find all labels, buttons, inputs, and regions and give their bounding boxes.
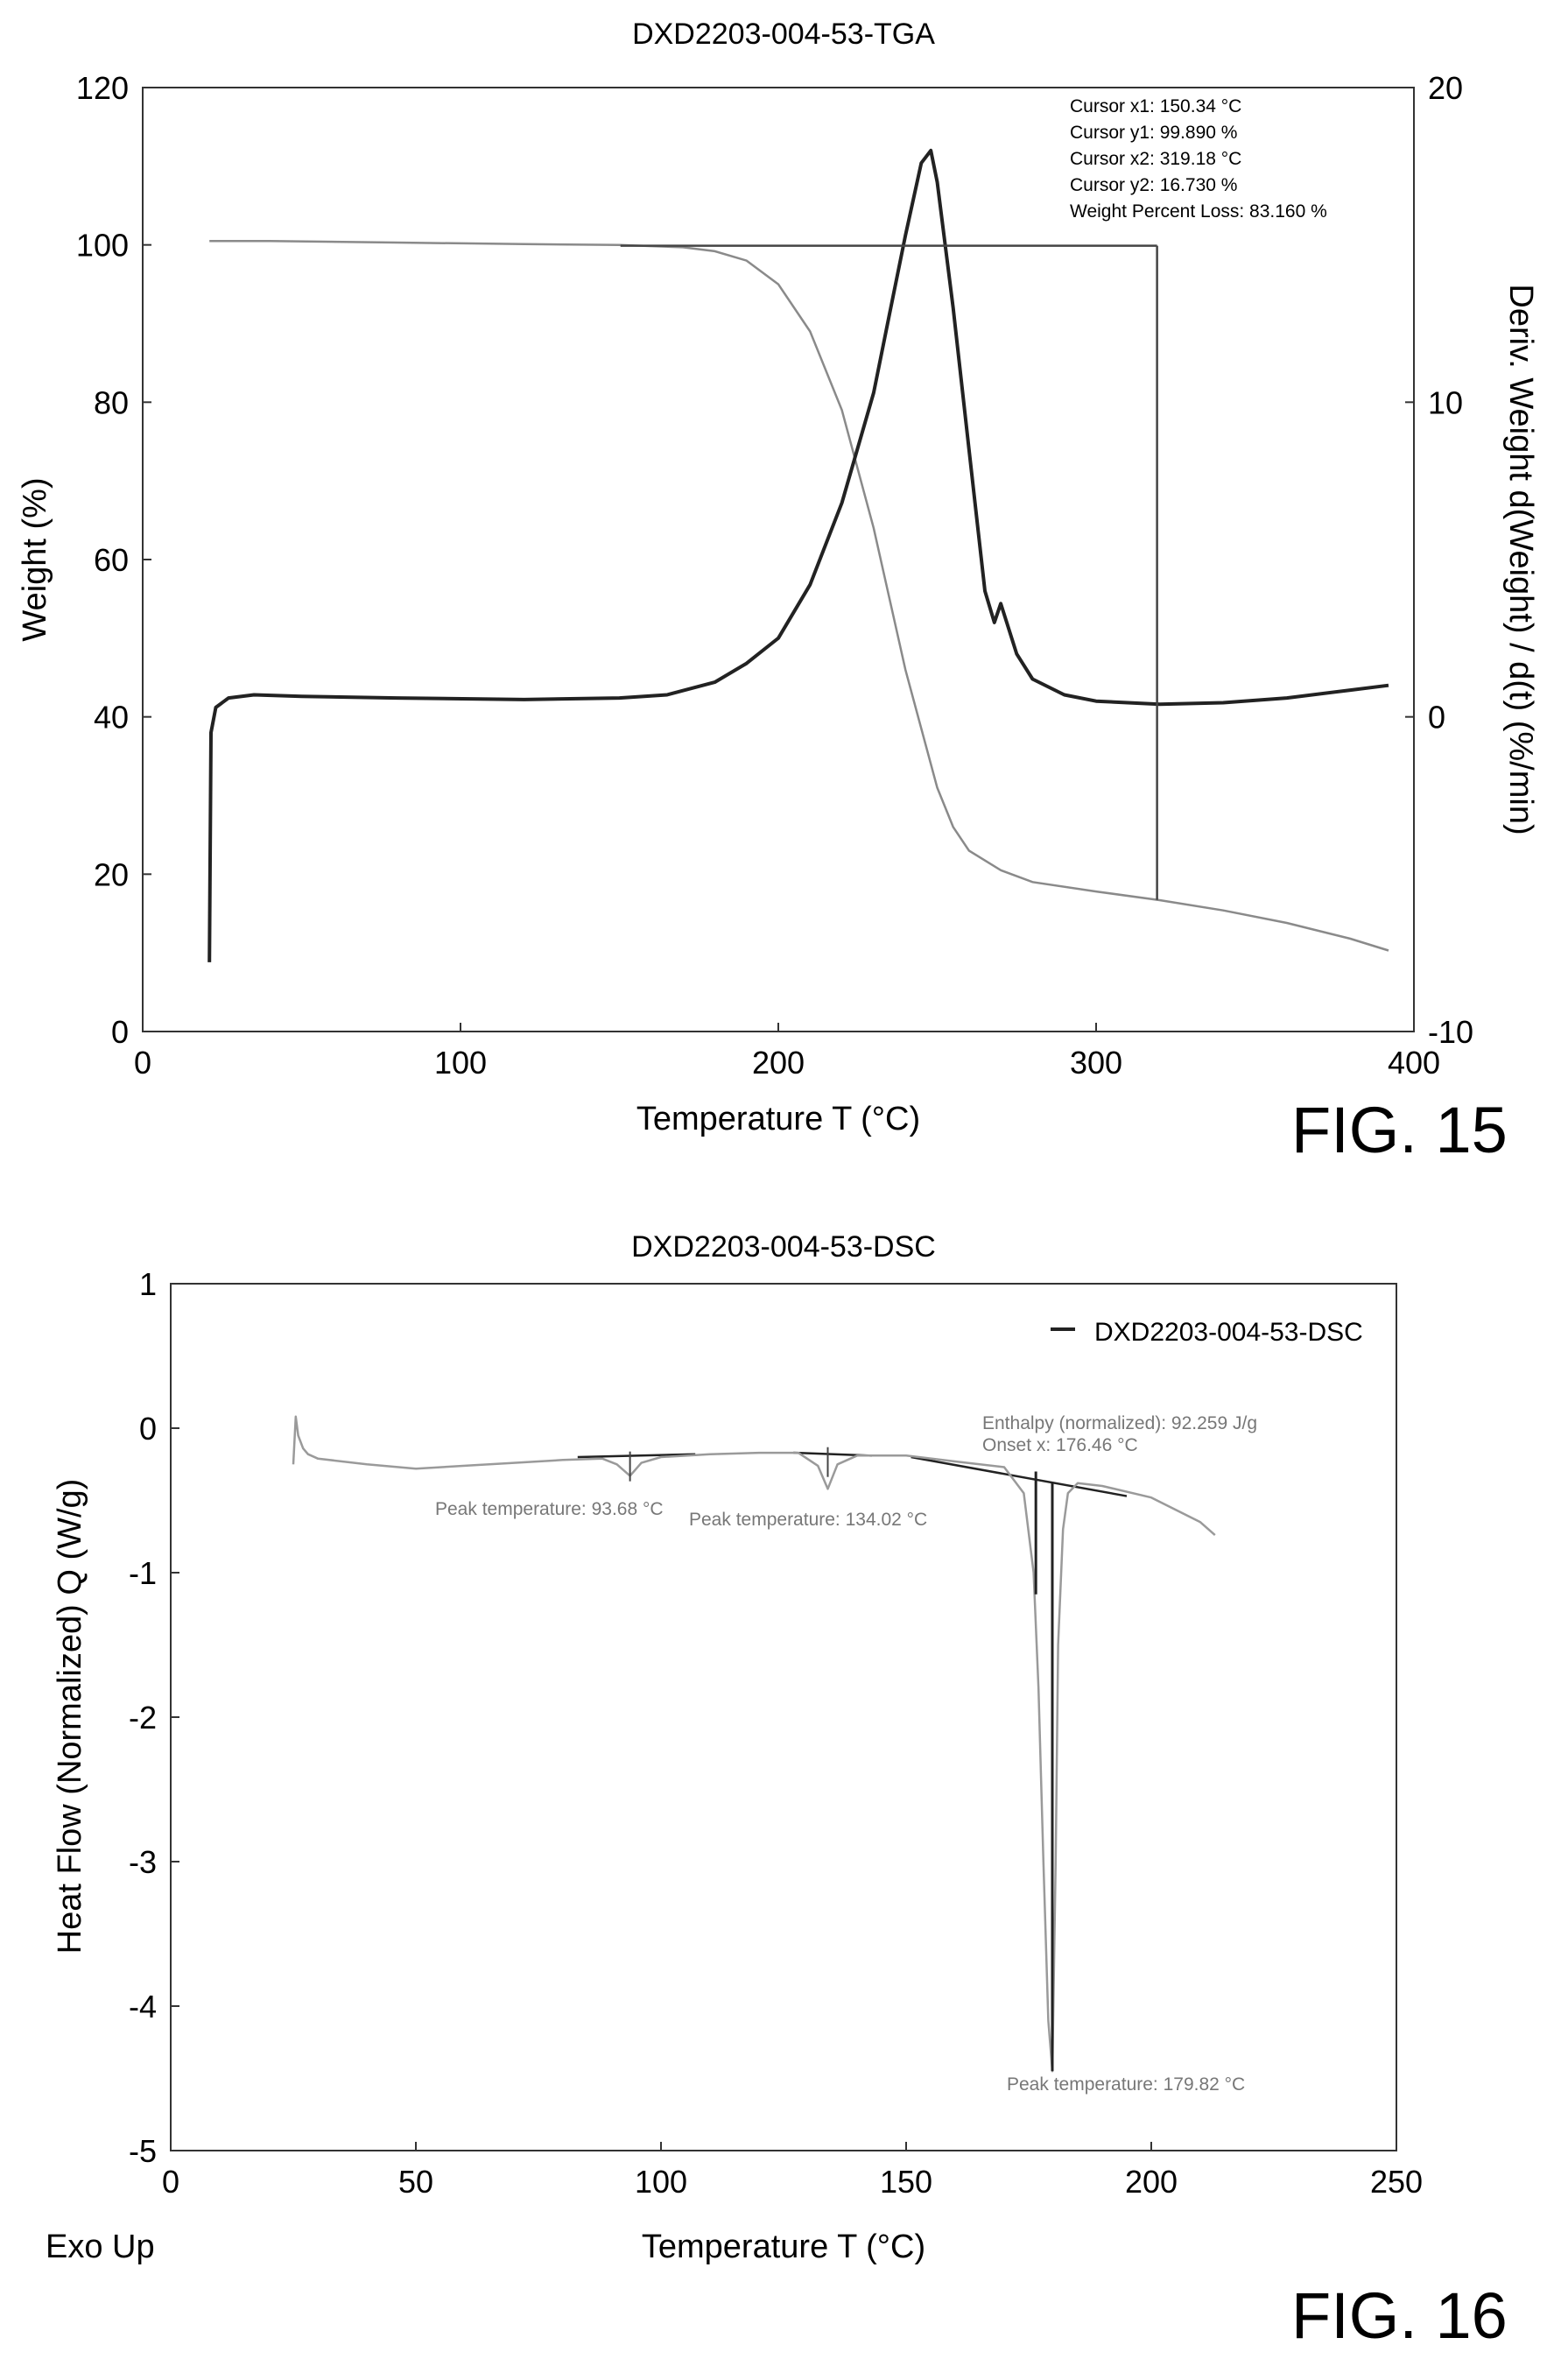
dsc-x-tick-label: 50	[398, 2164, 433, 2200]
dsc-y-tick-label: -2	[129, 1700, 157, 1736]
dsc-x-tick-label: 200	[1125, 2164, 1178, 2200]
dsc-y-tick-label: -4	[129, 1989, 157, 2024]
tga-weight-curve	[209, 239, 1389, 952]
dsc-integration-baselines	[577, 1451, 1128, 1497]
dsc-y-tick-label: 0	[139, 1411, 157, 1447]
tga-y-tick-label: 20	[94, 856, 129, 892]
dsc-annotation-onset: Onset x: 176.46 °C	[982, 1435, 1138, 1455]
tga-annotation-cursor-x1: Cursor x1: 150.34 °C	[1070, 96, 1241, 116]
tga-annotation-cursor-y2: Cursor y2: 16.730 %	[1070, 175, 1237, 195]
dsc-annotation-enthalpy: Enthalpy (normalized): 92.259 J/g	[982, 1413, 1257, 1433]
dsc-annotations: Peak temperature: 93.68 °C Peak temperat…	[435, 1413, 1257, 2095]
dsc-y-tick-label: 1	[139, 1266, 157, 1302]
dsc-peak-marks	[629, 1447, 1054, 2072]
dsc-exo-up-label: Exo Up	[46, 2229, 155, 2265]
tga-y-axis-label: Weight (%)	[17, 477, 53, 641]
tga-x-tick-label: 0	[134, 1045, 151, 1081]
dsc-annotation-peak-134: Peak temperature: 134.02 °C	[689, 1510, 927, 1530]
tga-cursor-readout: Cursor x1: 150.34 °C Cursor y1: 99.890 %…	[1070, 96, 1327, 222]
dsc-x-tick-label: 150	[880, 2164, 932, 2200]
tga-x-ticks: 0 100 200 300 400	[134, 1023, 1440, 1081]
dsc-x-ticks: 0 50 100 150 200 250	[162, 2142, 1423, 2200]
dsc-y-tick-label: -1	[129, 1555, 157, 1591]
tga-y2-tick-label: 10	[1428, 384, 1463, 420]
dsc-y-tick-label: -3	[129, 1844, 157, 1880]
tga-y2-tick-label: 0	[1428, 700, 1445, 736]
tga-plot-frame	[142, 87, 1415, 1032]
tga-y-tick-label: 120	[76, 70, 129, 106]
dsc-baseline	[911, 1455, 1128, 1497]
dsc-x-tick-label: 100	[635, 2164, 687, 2200]
dsc-x-tick-label: 0	[162, 2164, 179, 2200]
figure-label-15: FIG. 15	[1291, 1094, 1508, 1166]
tga-x-tick-label: 300	[1070, 1045, 1122, 1081]
dsc-title: DXD2203-004-53-DSC	[631, 1230, 936, 1264]
dsc-legend-label: DXD2203-004-53-DSC	[1094, 1318, 1363, 1347]
dsc-annotation-peak-93: Peak temperature: 93.68 °C	[435, 1499, 664, 1519]
tga-annotation-cursor-x2: Cursor x2: 319.18 °C	[1070, 149, 1241, 169]
dsc-series-group	[292, 1415, 1216, 2073]
tga-y-tick-label: 60	[94, 542, 129, 578]
tga-x-tick-label: 100	[434, 1045, 487, 1081]
dsc-y-ticks: 1 0 -1 -2 -3 -4 -5	[129, 1266, 179, 2169]
tga-x-tick-label: 200	[752, 1045, 805, 1081]
tga-x-axis-label: Temperature T (°C)	[636, 1101, 920, 1137]
tga-y2-tick-label: 20	[1428, 70, 1463, 106]
dsc-x-tick-label: 250	[1370, 2164, 1423, 2200]
tga-derivative-curve	[207, 148, 1389, 962]
tga-title: DXD2203-004-53-TGA	[632, 18, 935, 51]
dsc-y-tick-label: -5	[129, 2133, 157, 2169]
tga-chart: DXD2203-004-53-TGA 0 100 200 300 400 0204060…	[17, 18, 1539, 1166]
dsc-heat-flow-curve	[292, 1415, 1216, 2073]
dsc-chart: DXD2203-004-53-DSC 0 50 100 150 200 250 1 0 -1 -…	[46, 1230, 1508, 2352]
tga-annotation-cursor-y1: Cursor y1: 99.890 %	[1070, 123, 1237, 143]
figure-label-16: FIG. 16	[1291, 2279, 1508, 2352]
tga-y-tick-label: 40	[94, 700, 129, 736]
tga-y2-axis-label: Deriv. Weight d(Weight) / d(t) (%/min)	[1502, 284, 1539, 834]
tga-y2-tick-label: -10	[1428, 1014, 1473, 1050]
tga-y-tick-label: 100	[76, 228, 129, 264]
tga-cursor-lines	[620, 244, 1158, 900]
tga-x-tick-label: 400	[1388, 1045, 1440, 1081]
tga-y2-ticks: -10 0 10 20	[1405, 70, 1473, 1050]
tga-y-ticks: 0 20 40 60 80 100 120	[76, 70, 151, 1050]
dsc-legend: DXD2203-004-53-DSC	[1051, 1318, 1363, 1347]
dsc-baseline	[577, 1453, 696, 1459]
dsc-y-axis-label: Heat Flow (Normalized) Q (W/g)	[52, 1479, 88, 1954]
dsc-x-axis-label: Temperature T (°C)	[642, 2229, 925, 2265]
tga-y-tick-label: 0	[111, 1014, 129, 1050]
tga-annotation-weight-loss: Weight Percent Loss: 83.160 %	[1070, 201, 1327, 222]
tga-y-tick-label: 80	[94, 384, 129, 420]
tga-series-group	[207, 148, 1389, 962]
dsc-annotation-peak-179: Peak temperature: 179.82 °C	[1007, 2074, 1245, 2095]
